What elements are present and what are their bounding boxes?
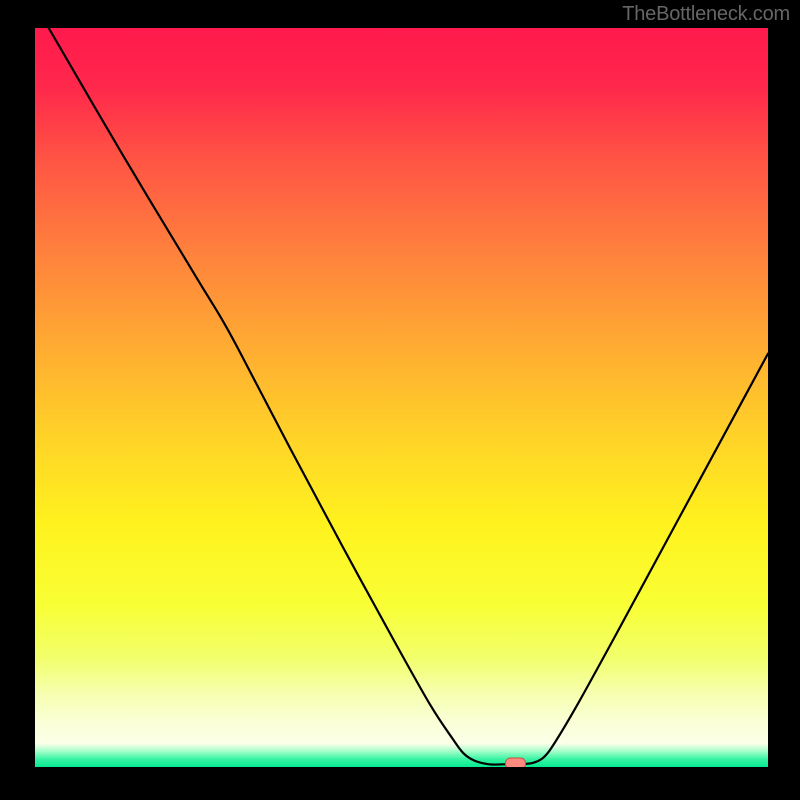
plot-svg [34, 28, 768, 768]
plot-area [34, 28, 768, 768]
chart-canvas: TheBottleneck.com [0, 0, 800, 800]
optimal-marker [506, 758, 526, 768]
watermark-text: TheBottleneck.com [622, 3, 790, 26]
gradient-background [34, 28, 768, 768]
